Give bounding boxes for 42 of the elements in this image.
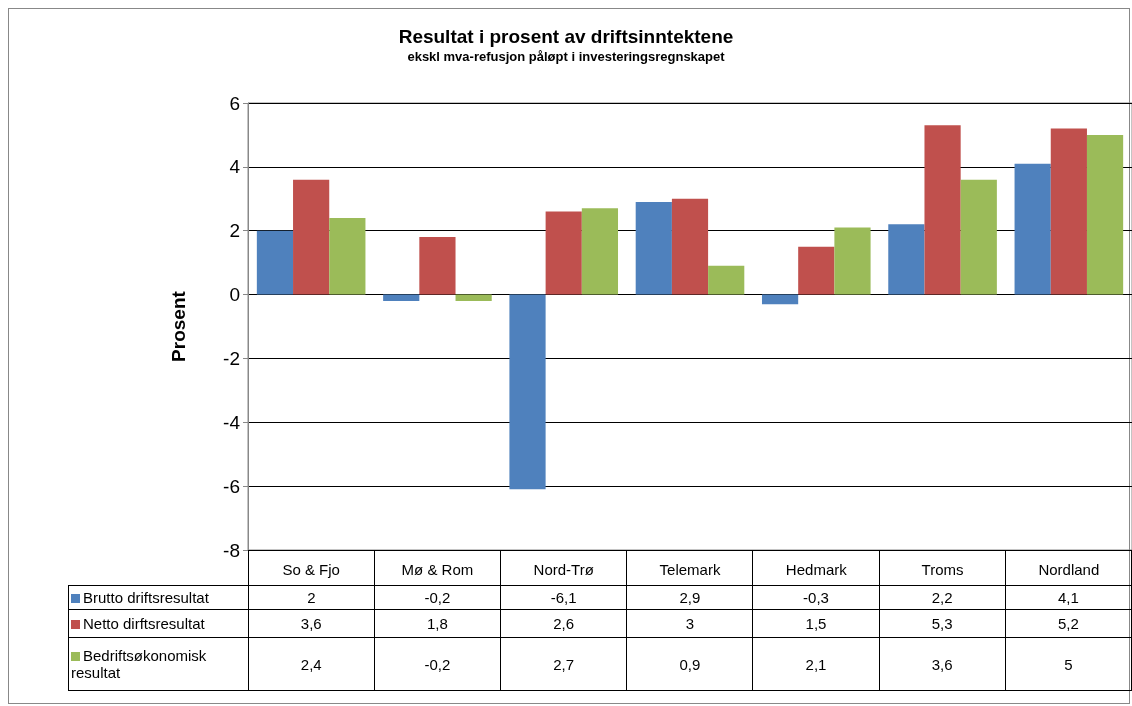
- x-tick-label: Nordland: [1038, 561, 1100, 578]
- y-tick-label: 4: [229, 156, 241, 178]
- data-label: 3,6: [248, 609, 375, 638]
- y-axis-title: Prosent: [168, 290, 189, 362]
- data-label: 1,5: [752, 609, 880, 638]
- x-tick-label: Mø & Rom: [401, 561, 474, 578]
- data-label: 2,1: [752, 637, 880, 691]
- data-label: 3: [626, 609, 753, 638]
- chart-subtitle: ekskl mva-refusjon påløpt i investeringsregnskapet: [407, 49, 726, 64]
- data-label: -0,2: [374, 637, 501, 691]
- y-tick-label: -8: [223, 539, 240, 561]
- data-label: 2,2: [879, 585, 1006, 610]
- legend-label: Netto dirftsresultat: [83, 615, 205, 632]
- data-label: 5,2: [1005, 609, 1132, 638]
- x-tick-label: Troms: [921, 561, 964, 578]
- x-tick-label: Nord-Trø: [533, 561, 594, 578]
- data-label: 2,4: [248, 637, 375, 691]
- data-label: 5,3: [879, 609, 1006, 638]
- y-tick-label: -6: [223, 475, 240, 497]
- x-tick-label: So & Fjo: [282, 561, 340, 578]
- legend-label: Bedriftsøkonomisk resultat: [71, 647, 207, 681]
- y-tick-label: 6: [229, 92, 240, 114]
- data-label: -0,2: [374, 585, 501, 610]
- data-label: 1,8: [374, 609, 501, 638]
- y-tick-label: 0: [229, 284, 240, 306]
- data-label: 2,9: [626, 585, 753, 610]
- data-label: -6,1: [500, 585, 627, 610]
- legend-label: Brutto driftsresultat: [83, 589, 209, 606]
- y-tick-label: -2: [223, 347, 240, 369]
- chart-title: Resultat i prosent av driftsinntektene: [398, 26, 734, 47]
- data-label: 2,6: [500, 609, 627, 638]
- y-tick-label: -4: [223, 411, 241, 433]
- data-label: 2,7: [500, 637, 627, 691]
- x-tick-label: Telemark: [659, 561, 721, 578]
- x-tick-label: Hedmark: [785, 561, 848, 578]
- y-tick-label: 2: [229, 220, 240, 242]
- data-label: 4,1: [1005, 585, 1132, 610]
- data-label: -0,3: [752, 585, 880, 610]
- data-label: 5: [1005, 637, 1132, 691]
- data-label: 2: [248, 585, 375, 610]
- data-label: 3,6: [879, 637, 1006, 691]
- data-label: 0,9: [626, 637, 753, 691]
